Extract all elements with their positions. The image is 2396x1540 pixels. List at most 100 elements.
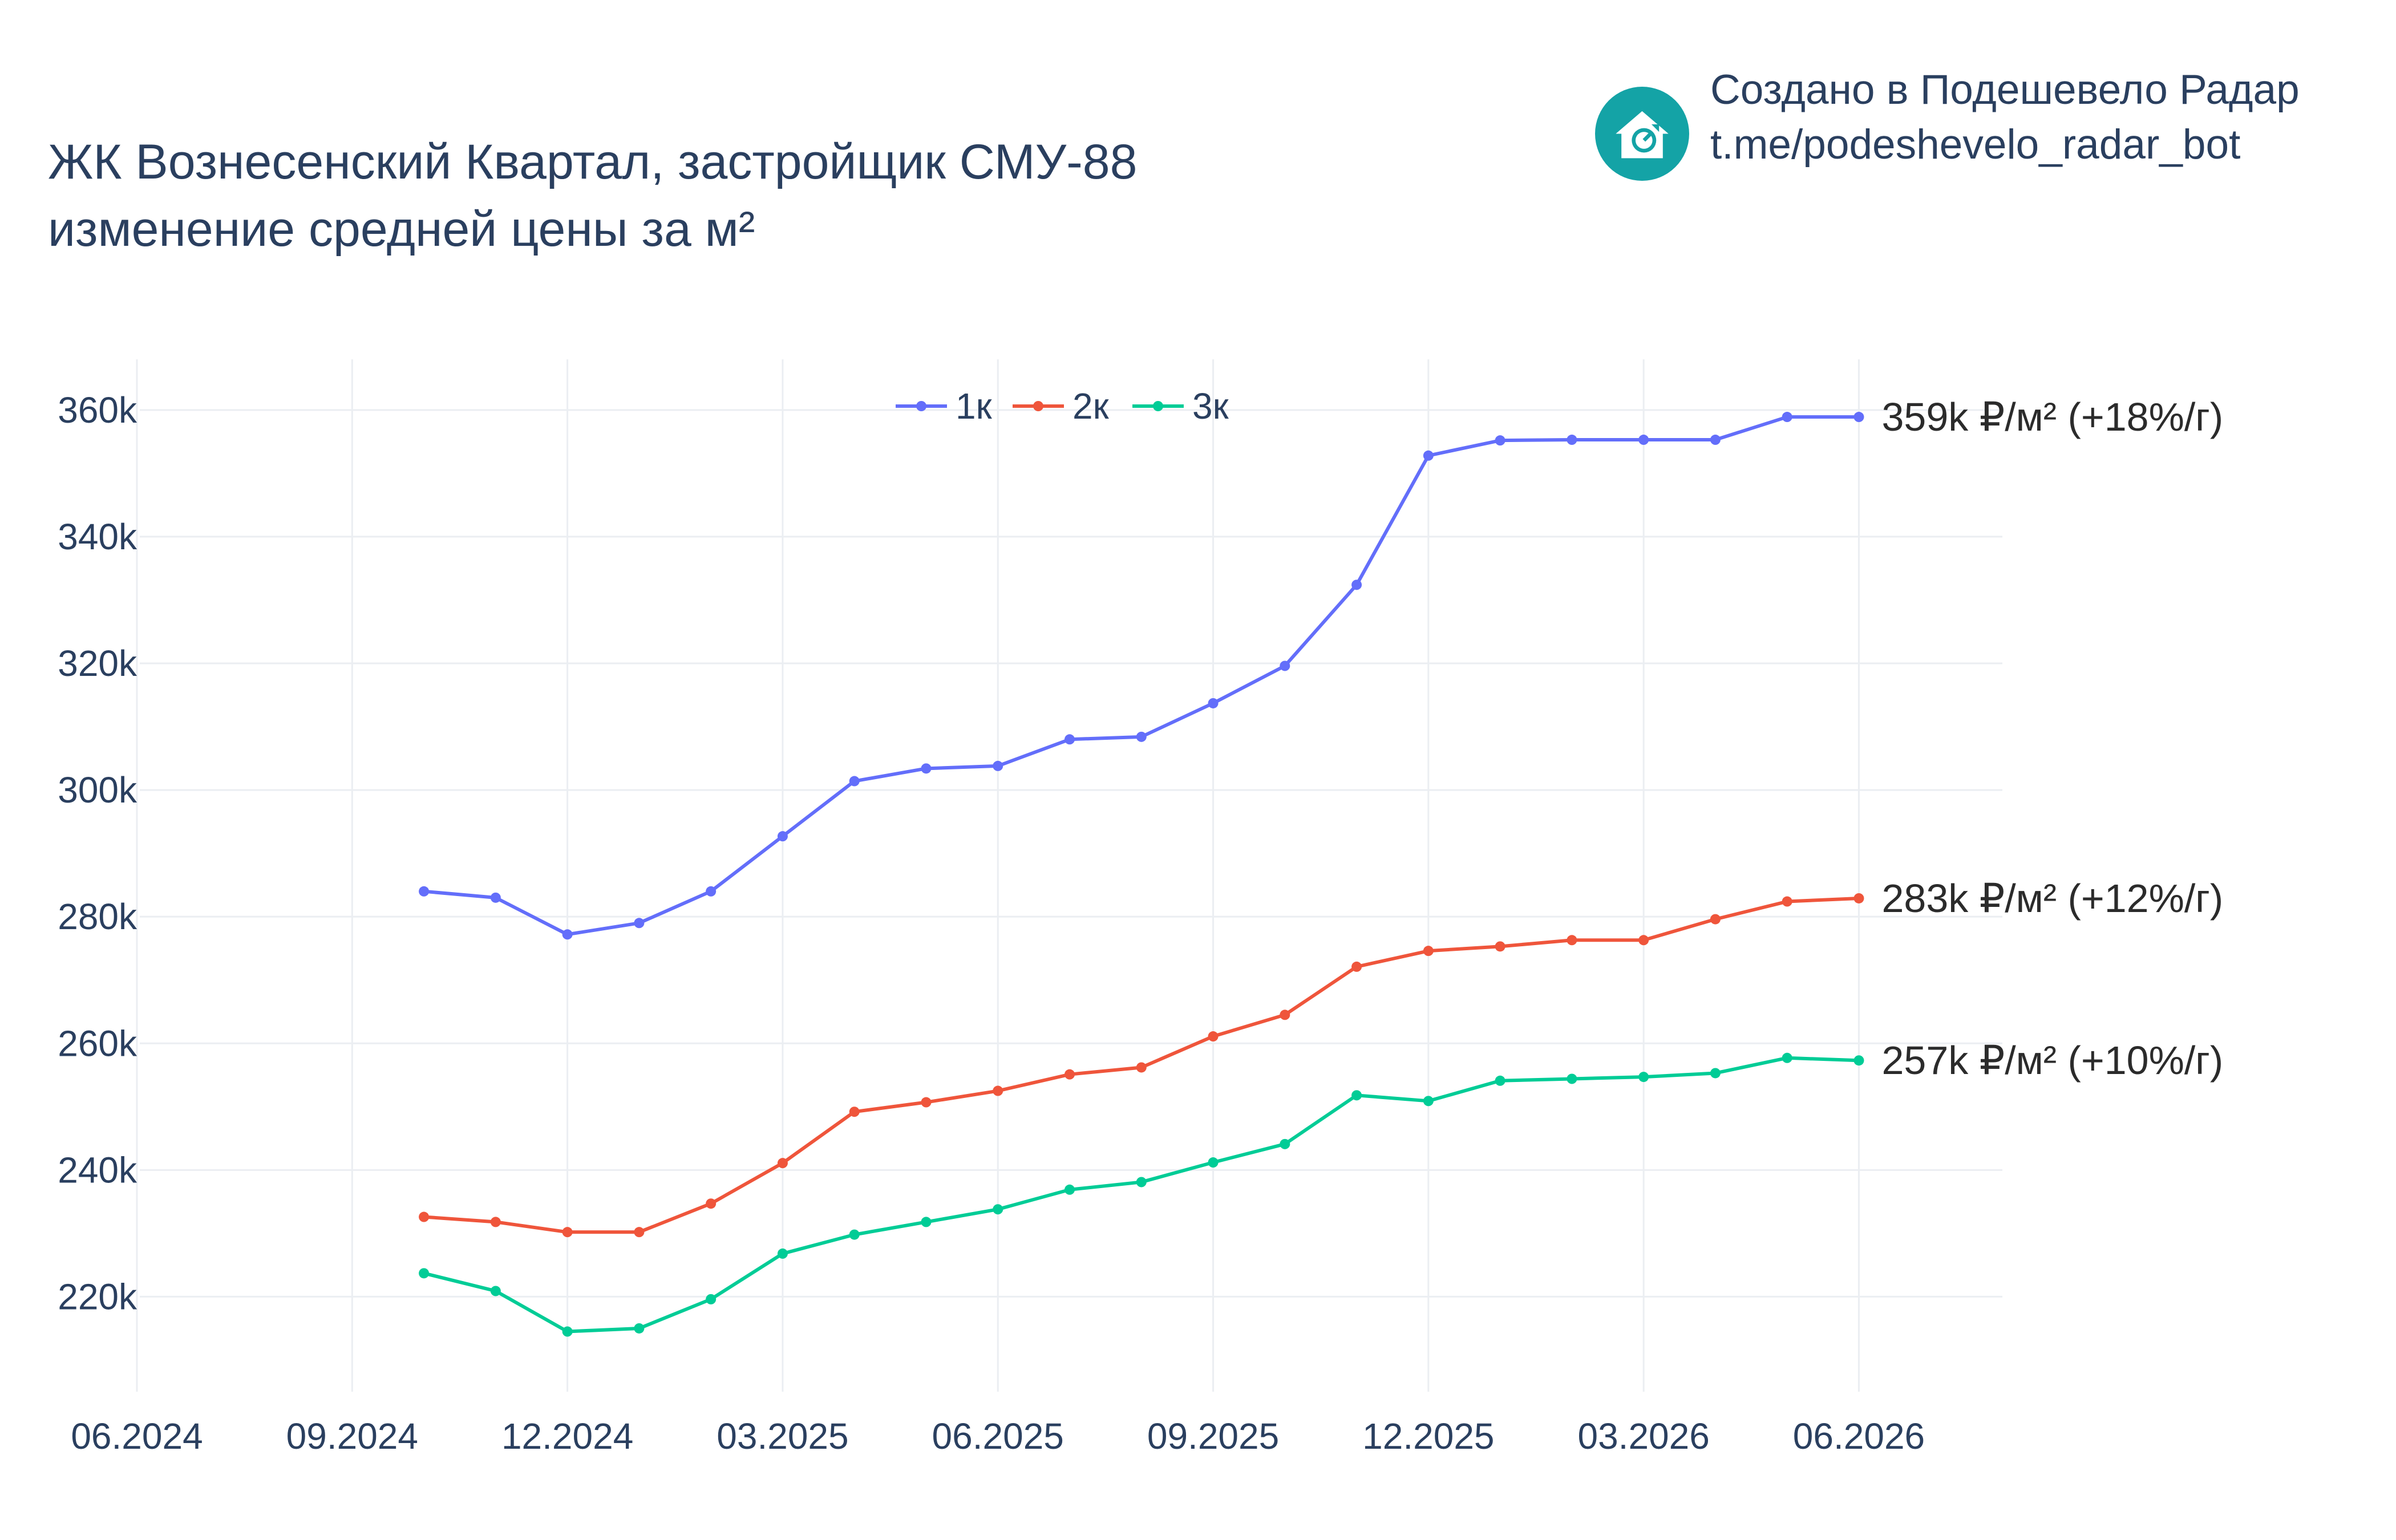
data-point bbox=[1423, 946, 1434, 957]
data-point bbox=[1208, 1031, 1219, 1042]
data-point bbox=[1567, 1073, 1577, 1084]
data-point bbox=[921, 763, 932, 774]
data-point bbox=[490, 1286, 501, 1296]
legend-item-3к[interactable]: 3к bbox=[1132, 386, 1229, 427]
data-point bbox=[1495, 941, 1505, 952]
data-point bbox=[1351, 961, 1362, 972]
data-point bbox=[1853, 893, 1864, 903]
data-point bbox=[777, 1158, 788, 1169]
data-point bbox=[419, 1268, 430, 1279]
legend-label: 3к bbox=[1192, 386, 1229, 427]
data-point bbox=[777, 831, 788, 842]
x-tick-label: 09.2025 bbox=[1147, 1416, 1279, 1457]
y-tick-label: 220k bbox=[58, 1276, 137, 1317]
y-tick-label: 340k bbox=[58, 516, 137, 557]
data-point bbox=[1208, 698, 1219, 708]
y-tick-label: 320k bbox=[58, 643, 137, 684]
data-point bbox=[634, 1323, 645, 1334]
data-point bbox=[490, 892, 501, 903]
x-tick-label: 12.2024 bbox=[501, 1416, 633, 1457]
data-point bbox=[1136, 731, 1147, 742]
data-point bbox=[1423, 1096, 1434, 1107]
data-point bbox=[1065, 1069, 1075, 1080]
data-point bbox=[1567, 935, 1577, 946]
data-point bbox=[706, 1294, 717, 1304]
data-point bbox=[993, 1204, 1003, 1215]
data-point bbox=[706, 886, 717, 897]
y-tick-label: 360k bbox=[58, 390, 137, 431]
data-point bbox=[993, 760, 1003, 771]
series-2к bbox=[419, 893, 1864, 1238]
brand-link[interactable]: t.me/podeshevelo_radar_bot bbox=[1710, 121, 2241, 168]
data-point bbox=[1638, 935, 1649, 946]
series-1к bbox=[419, 412, 1864, 940]
data-point bbox=[1495, 435, 1505, 446]
data-point bbox=[706, 1198, 717, 1209]
house-chart-icon bbox=[1595, 87, 1689, 181]
data-point bbox=[1351, 579, 1362, 590]
data-point bbox=[1782, 1052, 1792, 1063]
brand-name: Создано в Подешевело Радар bbox=[1710, 67, 2300, 113]
data-point bbox=[1280, 1138, 1290, 1149]
legend-marker bbox=[1153, 401, 1163, 411]
data-point bbox=[1782, 412, 1792, 423]
data-point bbox=[1853, 1055, 1864, 1066]
data-point bbox=[1280, 660, 1290, 671]
data-point bbox=[1710, 1068, 1721, 1079]
data-point bbox=[1136, 1062, 1147, 1073]
data-point bbox=[921, 1097, 932, 1108]
y-tick-label: 280k bbox=[58, 896, 137, 937]
axis-tick-labels: 220k 240k 260k 280k 300k 320k 340k 360k 06.2024 0… bbox=[58, 390, 1925, 1457]
x-tick-label: 06.2024 bbox=[71, 1416, 203, 1457]
data-point bbox=[1710, 914, 1721, 925]
data-point bbox=[1710, 435, 1721, 445]
data-point bbox=[1208, 1157, 1219, 1168]
y-tick-label: 240k bbox=[58, 1149, 137, 1190]
data-point bbox=[634, 1227, 645, 1238]
data-point bbox=[849, 776, 860, 787]
data-point bbox=[849, 1107, 860, 1117]
legend-label: 1к bbox=[956, 386, 993, 427]
chart-title: ЖК Вознесенский Квартал, застройщик СМУ-… bbox=[48, 128, 1137, 263]
data-point bbox=[490, 1217, 501, 1227]
data-point bbox=[849, 1229, 860, 1240]
legend: 1к 2к 3к bbox=[896, 386, 1229, 427]
legend-label: 2к bbox=[1072, 386, 1110, 427]
data-point bbox=[1065, 1184, 1075, 1195]
legend-marker bbox=[1033, 401, 1043, 411]
data-point bbox=[419, 1211, 430, 1222]
legend-item-2к[interactable]: 2к bbox=[1013, 386, 1110, 427]
data-point bbox=[562, 1227, 573, 1238]
end-label: 257k ₽/м² (+10%/г) bbox=[1881, 1038, 2223, 1083]
x-tick-label: 03.2025 bbox=[717, 1416, 848, 1457]
data-point bbox=[1136, 1177, 1147, 1188]
data-point bbox=[1853, 412, 1864, 423]
data-point bbox=[1280, 1010, 1290, 1020]
end-labels: 359k ₽/м² (+18%/г) 283k ₽/м² (+12%/г) 257k… bbox=[1881, 395, 2223, 1083]
x-tick-label: 03.2026 bbox=[1577, 1416, 1709, 1457]
y-tick-label: 300k bbox=[58, 769, 137, 810]
data-point bbox=[419, 886, 430, 897]
series-3к bbox=[419, 1052, 1864, 1337]
legend-item-1к[interactable]: 1к bbox=[896, 386, 993, 427]
series-lines bbox=[419, 412, 1864, 1337]
legend-marker bbox=[916, 401, 926, 411]
end-label: 283k ₽/м² (+12%/г) bbox=[1881, 876, 2223, 921]
data-point bbox=[562, 929, 573, 940]
y-tick-label: 260k bbox=[58, 1023, 137, 1064]
data-point bbox=[777, 1248, 788, 1259]
data-point bbox=[634, 918, 645, 929]
data-point bbox=[1782, 896, 1792, 907]
x-tick-label: 09.2024 bbox=[286, 1416, 418, 1457]
data-point bbox=[1638, 435, 1649, 445]
data-point bbox=[562, 1326, 573, 1337]
data-point bbox=[993, 1085, 1003, 1096]
data-point bbox=[921, 1217, 932, 1227]
x-tick-label: 06.2025 bbox=[932, 1416, 1064, 1457]
data-point bbox=[1065, 734, 1075, 745]
data-point bbox=[1495, 1075, 1505, 1086]
data-point bbox=[1423, 450, 1434, 461]
end-label: 359k ₽/м² (+18%/г) bbox=[1881, 395, 2223, 439]
data-point bbox=[1567, 435, 1577, 445]
